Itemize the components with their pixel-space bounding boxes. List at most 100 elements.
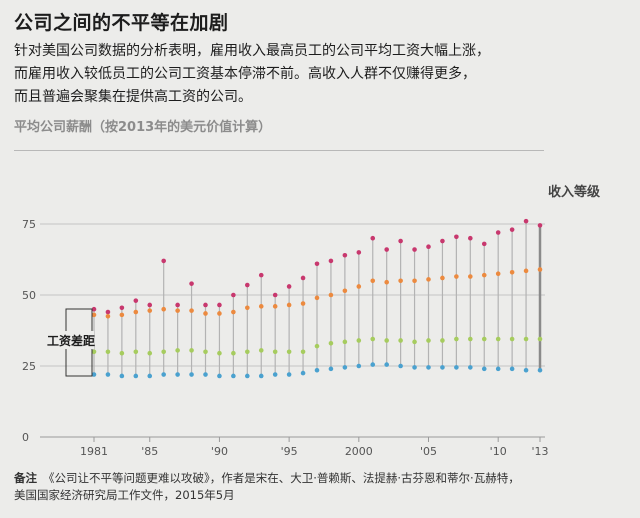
- data-point: [440, 238, 445, 244]
- footnote-line: 美国国家经济研究局工作文件，2015年5月: [14, 488, 235, 502]
- data-point: [468, 336, 473, 342]
- gap-label-bg: [50, 331, 94, 349]
- data-point: [440, 338, 445, 343]
- data-point: [412, 278, 417, 284]
- data-point: [175, 302, 180, 308]
- data-point: [161, 372, 166, 377]
- top-rule: [14, 150, 544, 151]
- data-point: [286, 349, 292, 355]
- data-point: [91, 349, 97, 355]
- data-point: [119, 350, 125, 356]
- data-point: [189, 348, 194, 353]
- y-tick-label: 50: [22, 289, 36, 302]
- data-point: [231, 373, 236, 379]
- footnote: 备注 《公司让不平等问题更难以攻破》，作者是宋在、大卫·普赖斯、法提赫·古芬恩和蒂…: [14, 470, 629, 504]
- data-point: [523, 268, 529, 274]
- range-stems: [93, 221, 542, 376]
- data-point: [523, 367, 529, 373]
- data-point: [147, 302, 153, 308]
- data-point: [481, 336, 487, 342]
- data-point: [468, 235, 473, 241]
- data-point: [412, 247, 417, 252]
- data-point: [245, 305, 250, 311]
- data-point: [119, 305, 125, 311]
- data-point: [203, 349, 208, 355]
- data-point: [495, 271, 501, 277]
- footnote-line: 备注 《公司让不平等问题更难以攻破》，作者是宋在、大卫·普赖斯、法提赫·古芬恩和蒂…: [14, 470, 629, 487]
- y-tick-labels: 0 25 50 75: [22, 218, 36, 444]
- x-tick-label: '05: [420, 445, 437, 458]
- data-point: [495, 366, 501, 372]
- data-point: [258, 272, 264, 278]
- data-point: [342, 252, 348, 258]
- data-point: [370, 336, 376, 342]
- data-point: [454, 234, 459, 240]
- data-point: [342, 288, 348, 294]
- data-point: [398, 278, 403, 284]
- data-point: [481, 366, 487, 372]
- data-point: [119, 373, 125, 379]
- data-point: [300, 349, 306, 355]
- data-point: [203, 311, 208, 316]
- x-tick-label: '90: [211, 445, 228, 458]
- data-point: [412, 339, 417, 345]
- data-point: [342, 365, 348, 370]
- x-tick-label: '95: [281, 445, 298, 458]
- data-point: [272, 372, 278, 377]
- data-point: [356, 338, 362, 343]
- data-point: [454, 365, 459, 370]
- data-point: [537, 336, 543, 342]
- data-point: [384, 247, 389, 252]
- data-point: [189, 308, 194, 313]
- data-point: [161, 258, 166, 264]
- data-point: [175, 348, 180, 353]
- data-point: [356, 250, 362, 255]
- data-point: [286, 284, 292, 289]
- data-point: [217, 350, 222, 356]
- data-point: [105, 372, 111, 377]
- data-point: [398, 338, 403, 343]
- data-point: [300, 370, 306, 376]
- data-point: [328, 366, 334, 372]
- data-point: [426, 365, 431, 370]
- data-point: [245, 282, 250, 288]
- data-point: [481, 272, 487, 278]
- data-point: [523, 336, 529, 342]
- x-tick-label: '85: [141, 445, 158, 458]
- data-point: [426, 244, 431, 250]
- x-tick-label: 1981: [80, 445, 108, 458]
- data-point: [328, 292, 334, 298]
- data-point: [217, 302, 222, 308]
- data-point: [258, 373, 264, 379]
- data-point: [509, 227, 515, 232]
- x-tick-label: '13: [531, 445, 548, 458]
- data-point: [370, 362, 376, 367]
- description-line: 而雇用收入较低员工的公司工资基本停滞不前。高收入人群不仅赚得更多，: [14, 66, 476, 82]
- data-point: [91, 312, 97, 318]
- data-point: [189, 281, 194, 286]
- data-point: [231, 309, 236, 315]
- data-point: [509, 336, 515, 342]
- data-point: [300, 301, 306, 306]
- data-point: [105, 309, 111, 315]
- data-point: [175, 372, 180, 377]
- data-point: [258, 348, 264, 353]
- data-point: [258, 304, 264, 309]
- data-point: [286, 302, 292, 308]
- data-point: [91, 372, 97, 377]
- data-point: [537, 267, 543, 272]
- data-point: [509, 366, 515, 372]
- data-point: [203, 302, 208, 308]
- data-point: [384, 338, 389, 343]
- data-point: [175, 308, 180, 313]
- data-point: [356, 284, 362, 289]
- data-point: [147, 350, 153, 356]
- data-point: [133, 309, 139, 315]
- data-point: [133, 298, 139, 303]
- data-point: [398, 238, 403, 244]
- data-point: [314, 261, 320, 267]
- data-point: [384, 279, 389, 285]
- data-point: [468, 274, 473, 279]
- data-point: [272, 349, 278, 355]
